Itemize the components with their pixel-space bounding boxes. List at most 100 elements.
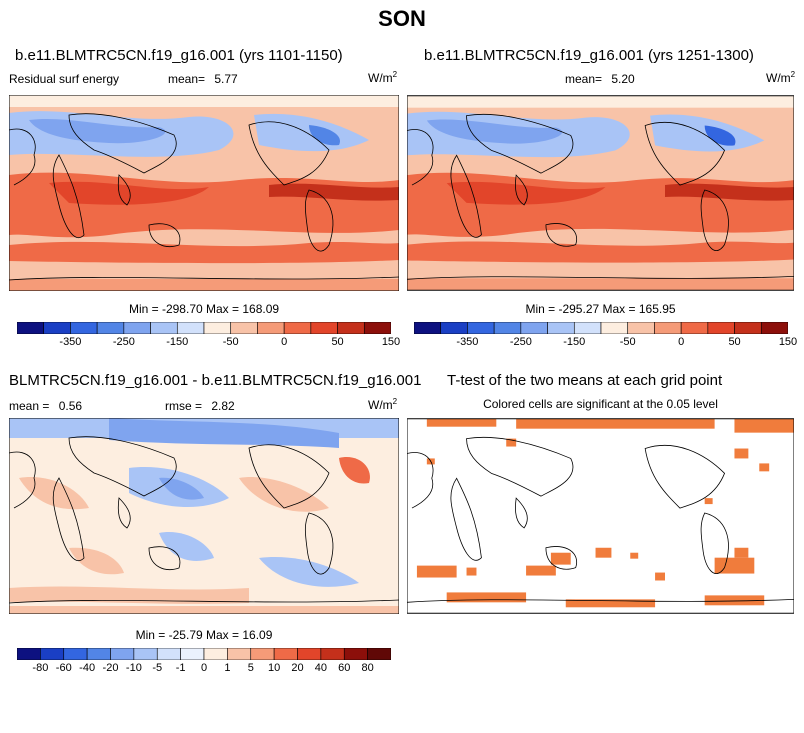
panel1-units-text: W/m	[368, 71, 393, 85]
colorbar-swatch	[230, 322, 258, 334]
colorbar-swatch	[203, 648, 228, 660]
panel4-title: T-test of the two means at each grid poi…	[447, 372, 723, 389]
colorbar-swatch	[17, 648, 41, 660]
colorbar-swatch	[367, 648, 391, 660]
panel3-units-sup: 2	[392, 397, 398, 406]
colorbar-tick-label: 60	[338, 662, 351, 674]
colorbar-swatch	[70, 322, 98, 334]
colorbar-swatch	[180, 648, 205, 660]
panel4-map	[407, 418, 794, 614]
colorbar-tick-label: 40	[314, 662, 327, 674]
panel2-units-sup: 2	[790, 70, 796, 79]
panel4-significant-cells	[416, 418, 794, 608]
colorbar-swatch	[734, 322, 762, 334]
panel1-mean-label: mean=	[168, 72, 206, 86]
colorbar-tick-label: 20	[291, 662, 304, 674]
panel3-mean-value: 0.56	[58, 399, 83, 413]
colorbar-swatch	[257, 322, 285, 334]
colorbar-tick-label: -350	[456, 336, 479, 348]
panel3-rmse-value: 2.82	[211, 399, 235, 413]
panel2-units: W/m2	[766, 70, 795, 85]
colorbar-swatch	[133, 648, 158, 660]
panel2-title: b.e11.BLMTRC5CN.f19_g16.001 (yrs 1251-13…	[424, 47, 754, 64]
panel4-subtitle: Colored cells are significant at the 0.0…	[483, 397, 718, 411]
panel1-units: W/m2	[368, 70, 397, 85]
colorbar-tick-label: 10	[268, 662, 281, 674]
panel4-map-background	[407, 418, 794, 614]
colorbar-swatch	[440, 322, 468, 334]
colorbar-swatch	[573, 322, 602, 334]
colorbar-swatch	[203, 322, 232, 334]
panel1-coastlines	[9, 113, 399, 281]
panel3-mean-label: mean =	[9, 399, 50, 413]
colorbar-tick-label: -250	[509, 336, 532, 348]
panel3-minmax: Min = -25.79 Max = 16.09	[135, 628, 273, 642]
colorbar-tick-label: 0	[281, 336, 288, 348]
panel3-rmse: rmse = 2.82	[165, 399, 235, 413]
colorbar-tick-label: 150	[381, 336, 401, 348]
colorbar-swatch	[150, 322, 178, 334]
colorbar-swatch	[547, 322, 575, 334]
panel2-coastlines	[407, 113, 794, 280]
colorbar-swatch	[600, 322, 629, 334]
colorbar-tick-label: 50	[728, 336, 741, 348]
panel2-minmax: Min = -295.27 Max = 165.95	[525, 302, 676, 316]
colorbar-swatch	[337, 322, 365, 334]
panel2-mean: mean= 5.20	[565, 72, 635, 86]
panel1-title: b.e11.BLMTRC5CN.f19_g16.001 (yrs 1101-11…	[15, 47, 343, 64]
colorbar-swatch	[123, 322, 151, 334]
colorbar-tick-label: -150	[563, 336, 586, 348]
colorbar-tick-label: 1	[224, 662, 231, 674]
colorbar-tick-label: -40	[79, 662, 96, 674]
panel1-field	[9, 95, 399, 291]
colorbar-swatch	[343, 648, 368, 660]
colorbar-swatch	[363, 322, 391, 334]
panel1-mean-value: 5.77	[214, 72, 238, 86]
panel1-variable-label: Residual surf energy	[9, 72, 120, 86]
colorbar-tick-label: -50	[619, 336, 636, 348]
colorbar-swatch	[414, 322, 442, 334]
colorbar-swatch	[227, 648, 252, 660]
colorbar-swatch	[520, 322, 548, 334]
colorbar-swatch	[467, 322, 495, 334]
colorbar-tick-label: 0	[678, 336, 685, 348]
panel3-field	[9, 418, 399, 614]
panel4-coastlines	[407, 436, 794, 603]
colorbar-swatch	[760, 322, 788, 334]
colorbar-tick-label: -80	[32, 662, 49, 674]
panel1-minmax: Min = -298.70 Max = 168.09	[128, 302, 280, 316]
panel3-coastlines	[9, 436, 399, 604]
panel2-units-text: W/m	[766, 71, 791, 85]
panel1-units-sup: 2	[392, 70, 398, 79]
colorbar-tick-label: -1	[175, 662, 186, 674]
colorbar-swatch	[297, 648, 322, 660]
colorbar-swatch	[40, 648, 65, 660]
colorbar-swatch	[63, 648, 88, 660]
colorbar-swatch	[654, 322, 682, 334]
colorbar-swatch	[493, 322, 522, 334]
colorbar-swatch	[283, 322, 312, 334]
colorbar-swatch	[250, 648, 275, 660]
panel2-field	[407, 95, 794, 291]
panel3-mean: mean = 0.56	[9, 399, 82, 413]
colorbar-tick-label: 150	[778, 336, 798, 348]
colorbar-tick-label: -250	[112, 336, 135, 348]
figure-title: SON	[378, 6, 426, 31]
colorbar-swatch	[96, 322, 125, 334]
colorbar-swatch	[310, 322, 338, 334]
colorbar-tick-label: 80	[361, 662, 374, 674]
colorbar-swatch	[320, 648, 345, 660]
colorbar-swatch	[707, 322, 735, 334]
colorbar-tick-label: -60	[55, 662, 72, 674]
colorbar-tick-label: -5	[152, 662, 163, 674]
colorbar-swatch	[156, 648, 181, 660]
panel3-units-text: W/m	[368, 398, 393, 412]
colorbar-swatch	[273, 648, 298, 660]
panel3-units: W/m2	[368, 397, 397, 412]
panel2-mean-label: mean=	[565, 72, 603, 86]
panel3-rmse-label: rmse =	[165, 399, 203, 413]
panel3-map	[9, 418, 399, 614]
colorbar-swatch	[110, 648, 135, 660]
colorbar-swatch	[627, 322, 655, 334]
colorbar-tick-label: 0	[200, 662, 208, 674]
